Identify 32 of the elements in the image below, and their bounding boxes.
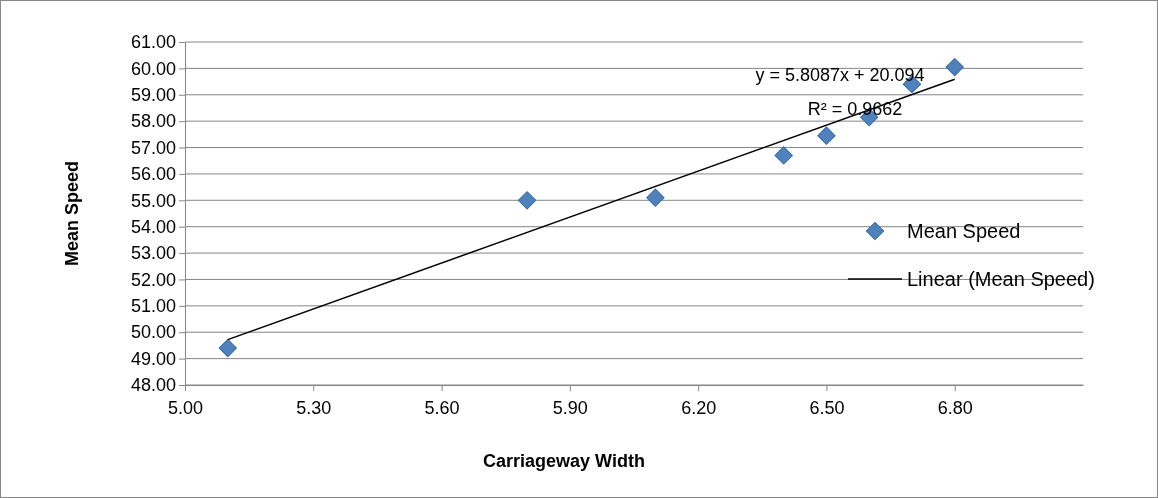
y-tick-label: 58.00: [130, 111, 176, 132]
y-tick-label: 49.00: [130, 348, 176, 369]
point: [817, 126, 836, 145]
y-tick-label: 53.00: [130, 243, 176, 264]
y-tick-label: 60.00: [130, 58, 176, 79]
x-tick-label: 5.30: [296, 397, 332, 418]
point: [218, 338, 237, 358]
legend-label: Mean Speed: [907, 220, 1021, 242]
annotation: y = 5.8087x + 20.094: [755, 65, 925, 85]
legend-label: Linear (Mean Speed): [907, 268, 1095, 290]
y-axis-title: Mean Speed: [62, 160, 82, 267]
y-tick-label: 51.00: [130, 296, 176, 317]
x-tick-label: 6.50: [809, 397, 845, 418]
y-tick-label: 52.00: [130, 269, 176, 290]
point: [774, 146, 793, 165]
y-tick-label: 55.00: [130, 190, 176, 211]
x-axis-title: Carriageway Width: [483, 451, 645, 471]
point: [517, 191, 537, 210]
x-tick-label: 5.00: [167, 397, 204, 418]
y-tick-label: 57.00: [130, 137, 176, 158]
x-tick-label: 6.80: [937, 397, 973, 418]
y-tick-label: 54.00: [130, 216, 176, 237]
x-tick-label: 5.60: [424, 397, 460, 418]
y-tick-label: 48.00: [130, 375, 176, 396]
y-tick-label: 61.00: [130, 32, 176, 53]
point: [945, 57, 964, 77]
y-tick-label: 50.00: [130, 322, 176, 343]
point: [646, 188, 665, 207]
x-tick-label: 6.20: [681, 397, 717, 418]
y-tick-label: 59.00: [130, 85, 176, 106]
x-tick-label: 5.90: [552, 397, 588, 418]
y-tick-label: 56.00: [130, 164, 176, 185]
